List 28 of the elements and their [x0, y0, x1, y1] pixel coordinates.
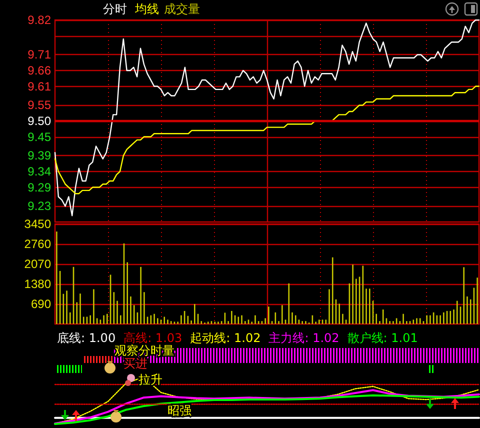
y-tick-label: 1380 — [24, 277, 52, 291]
y-tick-label: 9.71 — [28, 48, 52, 62]
y-tick-label: 9.23 — [28, 199, 52, 214]
annotation: 昭强 — [168, 404, 192, 418]
y-tick-label: 3450 — [24, 217, 52, 231]
line-series — [54, 19, 480, 216]
line-series — [54, 86, 480, 194]
y-tick-label: 9.50 — [28, 114, 52, 128]
text: 均线 — [134, 2, 159, 16]
y-tick-label: 9.61 — [28, 79, 52, 94]
text: 主力线: 1.02 — [268, 331, 340, 345]
y-tick-label: 9.82 — [28, 13, 52, 27]
text: 买进 — [124, 356, 148, 370]
text: 散户线: 1.01 — [347, 331, 418, 345]
text: 起动线: 1.02 — [190, 331, 261, 345]
text: 高线: 1.03 — [124, 331, 182, 345]
y-tick-label: 9.55 — [28, 98, 52, 112]
y-tick-label: 2760 — [24, 237, 52, 251]
y-tick-label: 9.34 — [28, 164, 52, 178]
y-tick-label: 9.39 — [28, 148, 52, 163]
text: 成交量 — [164, 2, 200, 16]
y-tick-label: 9.66 — [28, 64, 52, 78]
y-tick-label: 690 — [30, 297, 52, 311]
series-label: 分时 — [103, 2, 127, 16]
y-tick-label: 9.29 — [28, 180, 52, 194]
y-tick-label: 2070 — [24, 257, 52, 271]
y-tick-label: 9.45 — [28, 130, 52, 144]
text: 底线: 1.00 — [57, 331, 116, 345]
